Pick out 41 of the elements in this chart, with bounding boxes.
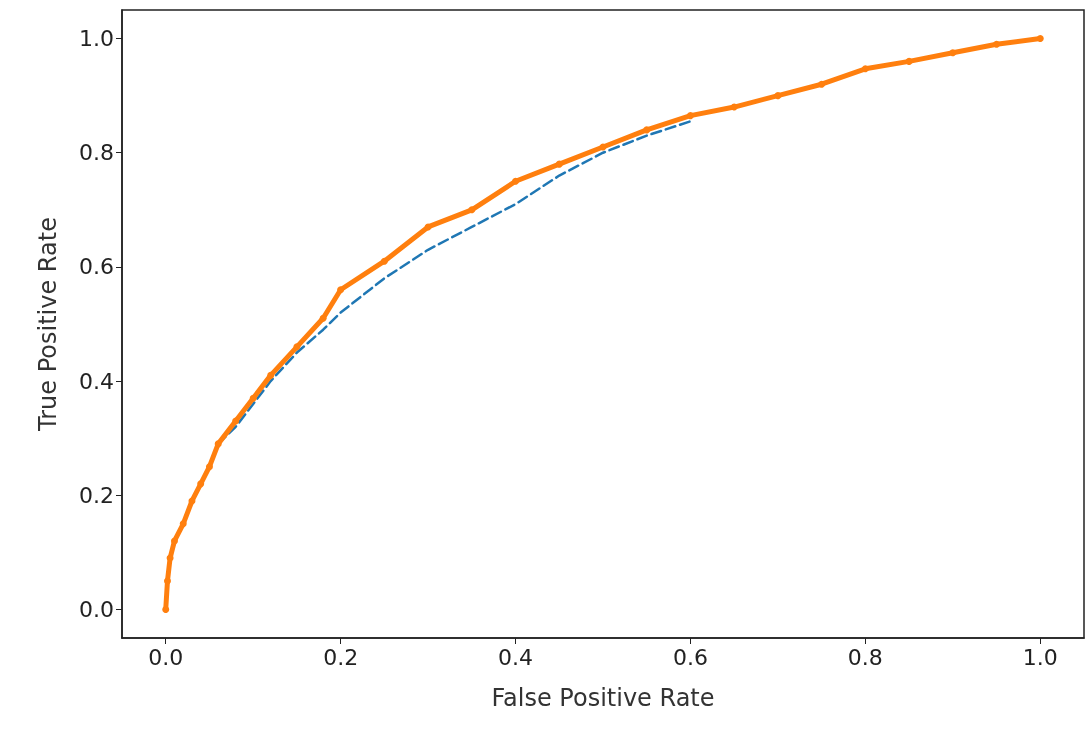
y-tick-label: 0.6 xyxy=(79,254,114,280)
x-tick-label: 0.2 xyxy=(323,644,359,670)
point xyxy=(949,49,957,57)
point xyxy=(205,463,213,471)
point xyxy=(861,65,869,73)
point xyxy=(337,286,345,294)
point xyxy=(686,112,694,120)
point xyxy=(555,160,563,168)
x-tick-label: 0.8 xyxy=(847,644,883,670)
point xyxy=(1036,35,1044,43)
x-tick-label: 0.0 xyxy=(148,644,184,670)
point xyxy=(468,206,476,214)
point xyxy=(170,537,178,545)
point xyxy=(232,417,240,425)
point xyxy=(774,92,782,100)
y-axis-title: True Positive Rate xyxy=(34,217,62,432)
point xyxy=(905,57,913,65)
point xyxy=(380,257,388,265)
point xyxy=(197,480,205,488)
point xyxy=(293,343,301,351)
point xyxy=(179,520,187,528)
point xyxy=(643,126,651,134)
x-tick-label: 0.4 xyxy=(498,644,534,670)
point xyxy=(163,577,171,585)
point xyxy=(818,80,826,88)
point xyxy=(214,440,222,448)
y-tick-label: 0.2 xyxy=(79,482,114,508)
point xyxy=(993,40,1001,48)
point xyxy=(319,314,327,322)
x-axis-title: False Positive Rate xyxy=(491,684,715,712)
point xyxy=(512,177,520,185)
y-tick-label: 1.0 xyxy=(79,26,114,52)
point xyxy=(267,371,275,379)
point xyxy=(730,103,738,111)
y-tick-label: 0.4 xyxy=(79,368,114,394)
point xyxy=(162,605,170,613)
x-tick-label: 1.0 xyxy=(1022,644,1058,670)
x-tick-label: 0.6 xyxy=(672,644,708,670)
y-tick-label: 0.0 xyxy=(79,596,114,622)
y-tick-label: 0.8 xyxy=(79,140,114,166)
point xyxy=(249,394,257,402)
